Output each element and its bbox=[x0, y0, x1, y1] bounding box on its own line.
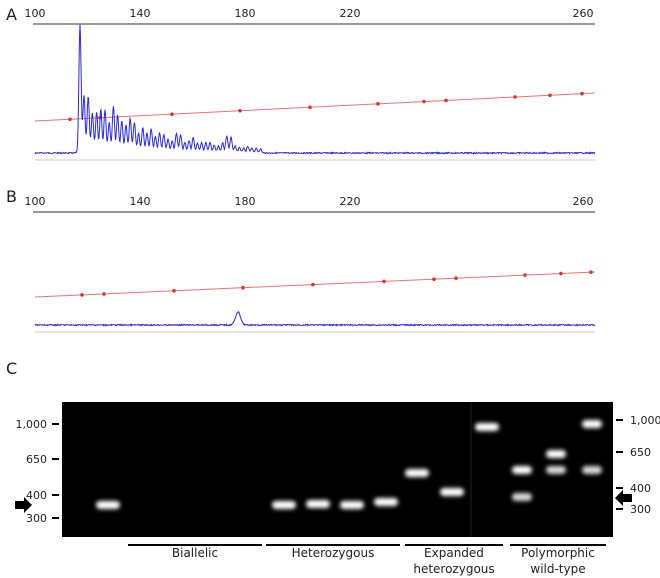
lane-label: 10 bbox=[445, 382, 459, 395]
trace bbox=[34, 24, 596, 155]
gel-band bbox=[582, 466, 602, 474]
size-dot bbox=[454, 276, 458, 281]
gel-band bbox=[440, 488, 464, 496]
lane-label: 3 bbox=[209, 382, 216, 395]
size-label: 400 bbox=[26, 489, 47, 502]
lane-label: 2 bbox=[175, 382, 182, 395]
gel-band bbox=[405, 469, 429, 477]
group-label: Heterozygous bbox=[292, 546, 375, 560]
lane-label: 1 bbox=[143, 382, 150, 395]
size-dot bbox=[589, 270, 593, 274]
panel-label: A bbox=[6, 5, 17, 24]
size-dot bbox=[548, 93, 552, 98]
arrow bbox=[615, 490, 632, 506]
size-label: 300 bbox=[26, 512, 47, 525]
size-dot bbox=[102, 292, 106, 296]
lane-label: 11 bbox=[480, 382, 494, 395]
lane-label: 7 bbox=[349, 382, 356, 395]
lane-label: + bbox=[80, 382, 89, 395]
axis-tick-label: 100 bbox=[25, 195, 46, 208]
size-dot bbox=[68, 117, 72, 122]
size-dot bbox=[80, 293, 84, 297]
gel-band bbox=[306, 500, 330, 508]
size-label: 1,000 bbox=[630, 414, 660, 427]
lane-label: 14 bbox=[585, 382, 599, 395]
lane-label: 4 bbox=[243, 382, 250, 395]
lane-label: 6 bbox=[315, 382, 322, 395]
group-label: Expanded heterozygous bbox=[413, 546, 494, 576]
axis-tick-label: 140 bbox=[130, 195, 151, 208]
lane-label: – bbox=[105, 382, 111, 395]
size-dot bbox=[580, 91, 584, 96]
size-dot bbox=[444, 98, 448, 103]
gel-band bbox=[512, 466, 532, 474]
axis-tick-label: 220 bbox=[340, 195, 361, 208]
gel-band bbox=[546, 450, 566, 458]
size-dot bbox=[422, 99, 426, 104]
size-label: 650 bbox=[630, 446, 651, 459]
axis-tick-label: 260 bbox=[573, 195, 594, 208]
size-label: 1,000 bbox=[16, 418, 48, 431]
panel-label: C bbox=[6, 359, 17, 378]
gel-band bbox=[96, 501, 120, 509]
size-dot bbox=[432, 277, 436, 281]
gel-band bbox=[340, 501, 364, 509]
gel-band bbox=[374, 498, 398, 506]
trace bbox=[34, 311, 596, 327]
size-dot bbox=[170, 112, 174, 116]
lane-label: 9 bbox=[414, 382, 421, 395]
group-label: Biallelic bbox=[172, 546, 218, 560]
size-dot bbox=[513, 95, 517, 99]
gel-band bbox=[582, 420, 602, 428]
size-dot bbox=[311, 282, 315, 287]
size-dot bbox=[172, 288, 176, 293]
size-dot bbox=[523, 273, 527, 277]
size-dot bbox=[241, 285, 245, 290]
group-label: Polymorphic wild-type bbox=[521, 546, 595, 576]
lane-label: 13 bbox=[549, 382, 563, 395]
size-dot bbox=[382, 279, 386, 284]
size-dot bbox=[238, 108, 242, 113]
gel-band bbox=[475, 423, 499, 431]
size-label: 300 bbox=[630, 503, 651, 516]
lane-label: 8 bbox=[383, 382, 390, 395]
axis-tick-label: 220 bbox=[340, 7, 361, 20]
axis-tick-label: 100 bbox=[25, 7, 46, 20]
lane-label: 5 bbox=[281, 382, 288, 395]
gel-band bbox=[512, 493, 532, 501]
size-dot bbox=[376, 102, 380, 106]
gel-band bbox=[272, 501, 296, 509]
gel-band bbox=[546, 466, 566, 474]
size-label: 400 bbox=[630, 482, 651, 495]
arrow bbox=[15, 497, 32, 513]
size-label: 650 bbox=[26, 453, 47, 466]
lane-label: 12 bbox=[515, 382, 529, 395]
size-standard bbox=[34, 271, 596, 298]
size-dot bbox=[308, 105, 312, 110]
size-dot bbox=[559, 271, 563, 276]
axis-tick-label: 180 bbox=[235, 7, 256, 20]
axis-tick-label: 260 bbox=[573, 7, 594, 20]
panel-label: B bbox=[6, 187, 17, 206]
axis-tick-label: 180 bbox=[235, 195, 256, 208]
size-standard bbox=[34, 92, 596, 122]
axis-tick-label: 140 bbox=[130, 7, 151, 20]
